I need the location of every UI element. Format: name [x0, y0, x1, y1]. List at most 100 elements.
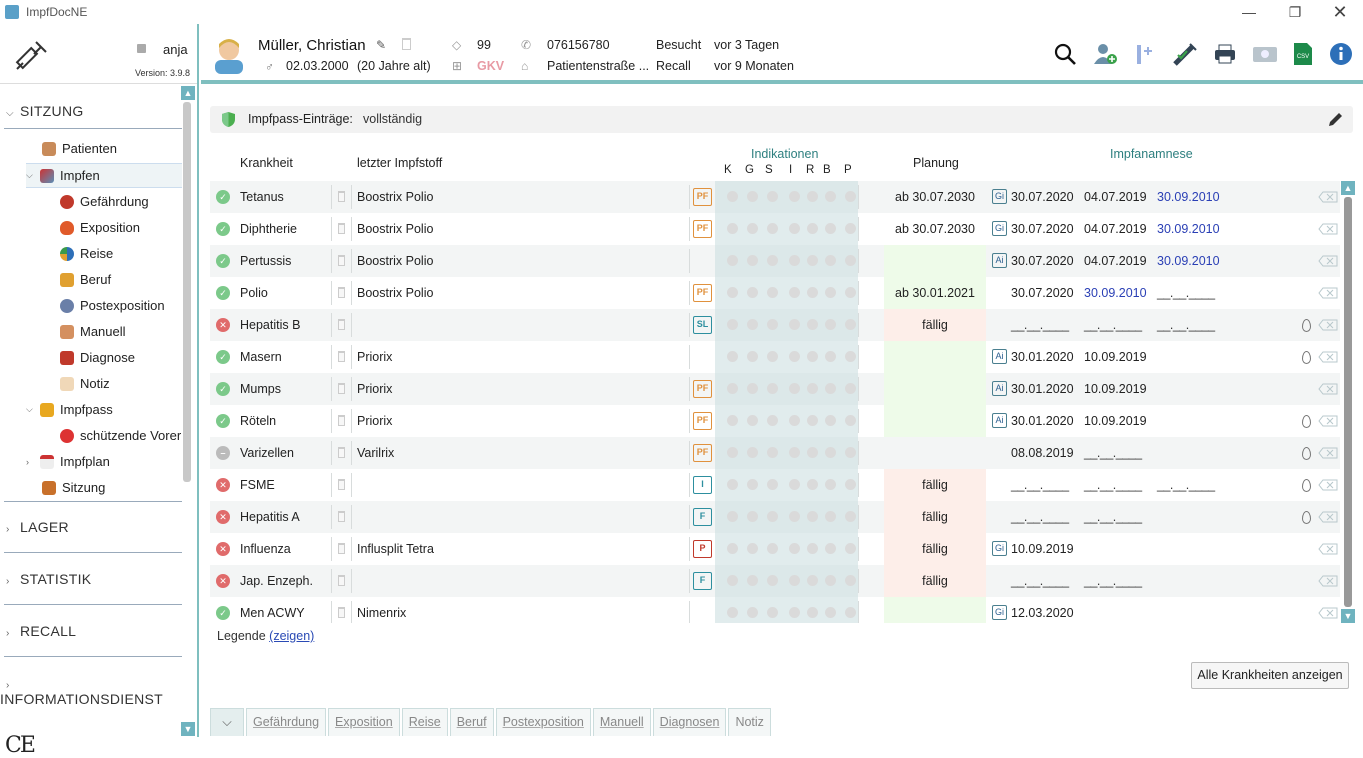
indication-p-icon[interactable] [845, 223, 856, 234]
vaccination-date[interactable]: 10.09.2019 [1084, 350, 1147, 364]
indication-r-icon[interactable] [807, 287, 818, 298]
indication-b-icon[interactable] [825, 479, 836, 490]
vaccination-date[interactable]: 10.09.2019 [1011, 542, 1074, 556]
tab-postexposition[interactable]: Postexposition [495, 708, 591, 736]
sidebar-item-beruf[interactable]: Beruf [60, 272, 111, 287]
vaccination-date[interactable]: 30.01.2020 [1011, 382, 1074, 396]
indication-s-icon[interactable] [767, 543, 778, 554]
header-krankheit[interactable]: Krankheit [240, 156, 293, 170]
indication-k-icon[interactable] [727, 223, 738, 234]
scrollbar-thumb[interactable] [1344, 197, 1352, 607]
delete-entry-icon[interactable] [1318, 543, 1338, 555]
indication-i-icon[interactable] [789, 511, 800, 522]
indication-g-icon[interactable] [747, 607, 758, 618]
indication-r-icon[interactable] [807, 575, 818, 586]
indication-i-icon[interactable] [789, 287, 800, 298]
delete-entry-icon[interactable] [1318, 255, 1338, 267]
indication-s-icon[interactable] [767, 575, 778, 586]
legend-show-link[interactable]: (zeigen) [269, 629, 315, 643]
table-row[interactable]: ✓ Men ACWY Nimenrix Gi 12.03.2020 [210, 597, 1340, 623]
indication-i-icon[interactable] [789, 415, 800, 426]
indication-p-icon[interactable] [845, 511, 856, 522]
indication-g-icon[interactable] [747, 319, 758, 330]
sidebar-item-exposition[interactable]: Exposition [60, 220, 140, 235]
drop-icon[interactable] [1302, 479, 1311, 492]
sidebar-item-schuetzende-vorerkrankungen[interactable]: schützende Vorer [60, 428, 181, 443]
indication-b-icon[interactable] [825, 191, 836, 202]
indication-k-icon[interactable] [727, 575, 738, 586]
indication-g-icon[interactable] [747, 351, 758, 362]
indication-i-icon[interactable] [789, 607, 800, 618]
vaccinate-button[interactable] [1172, 41, 1198, 67]
indication-r-icon[interactable] [807, 319, 818, 330]
indication-p-icon[interactable] [845, 383, 856, 394]
note-icon[interactable] [338, 223, 345, 234]
indication-r-icon[interactable] [807, 543, 818, 554]
delete-entry-icon[interactable] [1318, 415, 1338, 427]
indication-s-icon[interactable] [767, 511, 778, 522]
vaccination-date[interactable]: 30.01.2020 [1011, 414, 1074, 428]
indication-k-icon[interactable] [727, 351, 738, 362]
vaccination-date[interactable]: __.__.____ [1084, 446, 1142, 460]
tab-gefaehrdung[interactable]: Gefährdung [246, 708, 327, 736]
delete-entry-icon[interactable] [1318, 383, 1338, 395]
indication-b-icon[interactable] [825, 511, 836, 522]
table-row[interactable]: ✓ Diphtherie Boostrix Polio PF ab 30.07.2030… [210, 213, 1340, 245]
note-icon[interactable] [338, 447, 345, 458]
add-patient-button[interactable] [1092, 41, 1118, 67]
indication-b-icon[interactable] [825, 223, 836, 234]
sidebar-item-postexposition[interactable]: Postexposition [60, 298, 165, 313]
table-row[interactable]: ✓ Pertussis Boostrix Polio Ai 30.07.2020 04.0… [210, 245, 1340, 277]
indication-p-icon[interactable] [845, 575, 856, 586]
indication-g-icon[interactable] [747, 511, 758, 522]
indication-p-icon[interactable] [845, 543, 856, 554]
planning-value[interactable]: ab 30.07.2030 [895, 222, 975, 236]
vaccination-date[interactable]: __.__.____ [1011, 478, 1069, 492]
vaccination-date[interactable]: 04.07.2019 [1084, 190, 1147, 204]
sidebar-item-sitzung[interactable]: Sitzung [42, 480, 105, 495]
tab-notiz[interactable]: Notiz [728, 708, 771, 736]
drop-icon[interactable] [1302, 511, 1311, 524]
vaccination-date[interactable]: __.__.____ [1011, 318, 1069, 332]
table-row[interactable]: ✓ Masern Priorix Ai 30.01.2020 10.09.2019 [210, 341, 1340, 373]
delete-entry-icon[interactable] [1318, 607, 1338, 619]
header-impfstoff[interactable]: letzter Impfstoff [357, 156, 443, 170]
indication-r-icon[interactable] [807, 191, 818, 202]
minimize-button[interactable]: — [1242, 4, 1256, 20]
vaccination-date[interactable]: 30.07.2020 [1011, 254, 1074, 268]
planning-value[interactable]: ab 30.01.2021 [884, 277, 986, 309]
section-lager[interactable]: › LAGER [6, 519, 69, 535]
indication-i-icon[interactable] [789, 447, 800, 458]
planning-value[interactable]: fällig [884, 309, 986, 341]
planning-value[interactable]: fällig [884, 533, 986, 565]
table-row[interactable]: ✓ Röteln Priorix PF Ai 30.01.2020 10.09.2019 [210, 405, 1340, 437]
indication-k-icon[interactable] [727, 383, 738, 394]
vaccination-date[interactable]: 10.09.2019 [1084, 382, 1147, 396]
document-type-badge[interactable]: PF [693, 220, 712, 238]
print-button[interactable] [1212, 41, 1238, 67]
indication-s-icon[interactable] [767, 319, 778, 330]
planning-value[interactable] [884, 245, 986, 277]
table-row[interactable]: ✓ Tetanus Boostrix Polio PF ab 30.07.2030 Gi 3… [210, 181, 1340, 213]
indication-g-icon[interactable] [747, 543, 758, 554]
indication-s-icon[interactable] [767, 351, 778, 362]
table-row[interactable]: ✓ Mumps Priorix PF Ai 30.01.2020 10.09.2019 [210, 373, 1340, 405]
indication-g-icon[interactable] [747, 575, 758, 586]
delete-entry-icon[interactable] [1318, 319, 1338, 331]
section-sitzung[interactable]: ⌵ SITZUNG [6, 103, 84, 119]
tab-expand[interactable]: ⌵ [210, 708, 244, 736]
sidebar-item-reise[interactable]: Reise [60, 246, 113, 261]
vaccination-date[interactable]: __.__.____ [1157, 318, 1215, 332]
note-icon[interactable] [338, 319, 345, 330]
note-icon[interactable] [338, 575, 345, 586]
vaccination-date[interactable]: 12.03.2020 [1011, 606, 1074, 620]
sidebar-item-impfen[interactable]: ⌵ Impfen [26, 163, 182, 188]
document-type-badge[interactable]: PF [693, 188, 712, 206]
document-type-badge[interactable]: F [693, 572, 712, 590]
vaccination-date[interactable]: 04.07.2019 [1084, 254, 1147, 268]
indication-p-icon[interactable] [845, 287, 856, 298]
indication-i-icon[interactable] [789, 479, 800, 490]
indication-g-icon[interactable] [747, 447, 758, 458]
indication-k-icon[interactable] [727, 543, 738, 554]
indication-i-icon[interactable] [789, 543, 800, 554]
